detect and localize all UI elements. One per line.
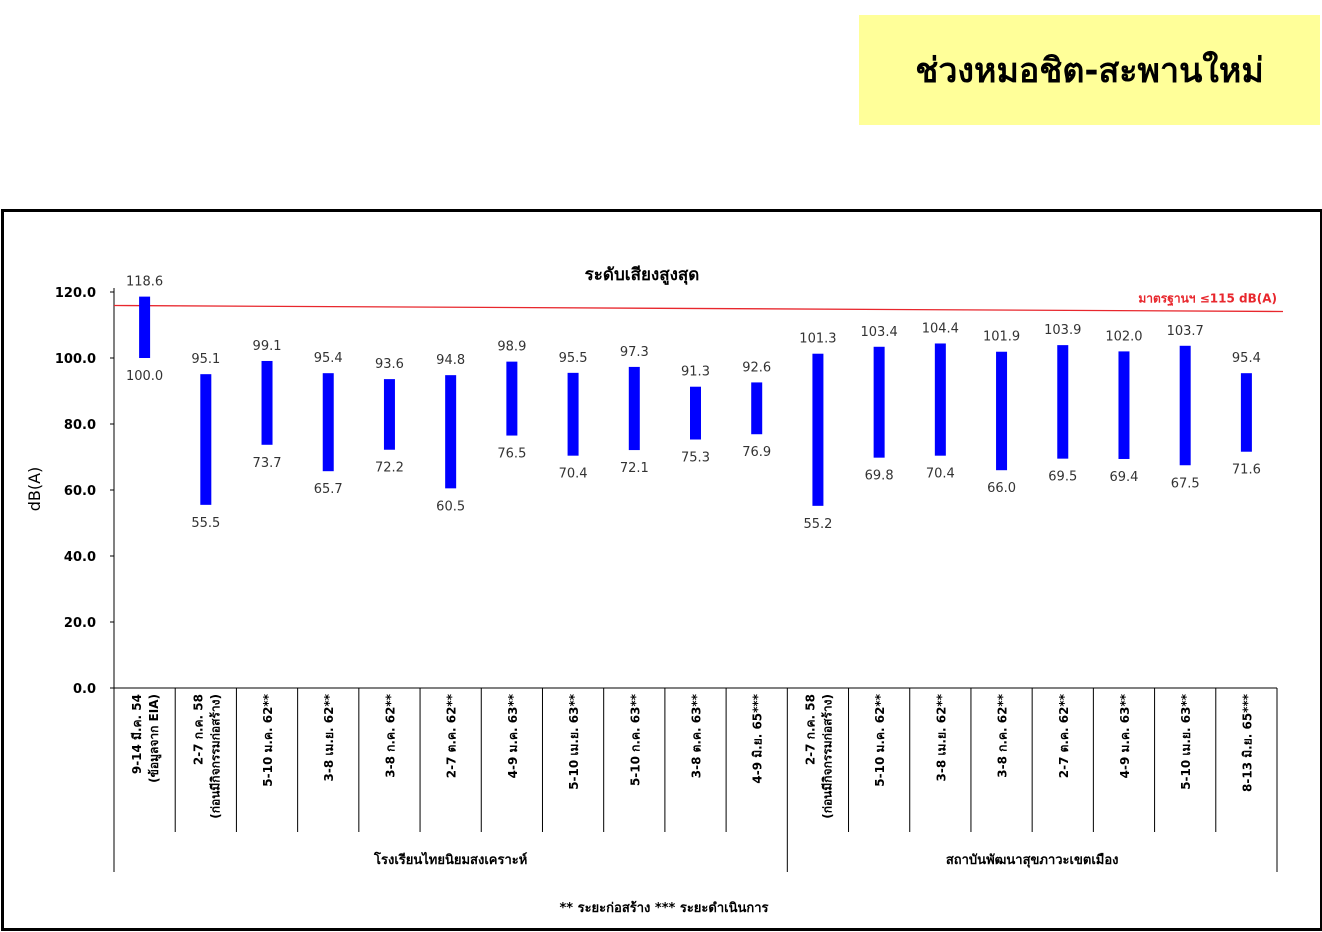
range-bar — [506, 361, 518, 436]
footnote: ** ระยะก่อสร้าง *** ระยะดำเนินการ — [559, 900, 768, 916]
x-category-label: 3-8 เม.ย. 62** — [322, 693, 336, 781]
range-bar — [1057, 345, 1069, 459]
range-bar — [690, 386, 701, 440]
min-value-label: 73.7 — [253, 456, 282, 471]
y-tick-label: 100.0 — [55, 352, 96, 367]
range-bar — [1118, 351, 1130, 459]
range-bar — [873, 346, 885, 458]
x-category-label: 5-10 ม.ค. 62** — [873, 693, 887, 786]
max-value-label: 101.3 — [799, 332, 836, 347]
min-value-label: 69.5 — [1048, 470, 1077, 485]
page-title: ช่วงหมอชิต-สะพานใหม่ — [915, 51, 1264, 91]
x-category-label: 4-9 ม.ค. 63** — [1118, 693, 1132, 778]
range-bar — [261, 360, 273, 445]
max-value-label: 93.6 — [375, 357, 404, 372]
min-value-label: 69.8 — [865, 469, 894, 484]
range-bar — [322, 373, 334, 472]
range-bar — [445, 375, 457, 489]
min-value-label: 72.2 — [375, 461, 404, 476]
min-value-label: 67.5 — [1171, 476, 1200, 491]
x-category-label: 3-8 ก.ค. 62** — [383, 693, 397, 777]
noise-chart: ระดับเสียงสูงสุด dB(A) ** ระยะก่อสร้าง *… — [25, 264, 1284, 916]
range-bar — [996, 351, 1008, 471]
x-category-label: 4-9 มิ.ย. 65*** — [751, 693, 765, 783]
range-bar — [628, 366, 640, 451]
y-tick-label: 20.0 — [64, 616, 96, 631]
max-value-label: 103.4 — [861, 325, 898, 340]
x-category-label: 3-8 เม.ย. 62** — [934, 693, 948, 781]
max-value-label: 118.6 — [126, 275, 163, 290]
range-bar — [200, 374, 212, 505]
y-axis-label: dB(A) — [25, 467, 44, 512]
min-value-label: 55.2 — [803, 517, 832, 532]
max-value-label: 94.8 — [436, 353, 465, 368]
chart-frame: ระดับเสียงสูงสุด dB(A) ** ระยะก่อสร้าง *… — [1, 209, 1322, 931]
standard-label: มาตรฐานฯ ≤115 dB(A) — [1138, 292, 1277, 307]
min-value-label: 65.7 — [314, 482, 343, 497]
x-category-label: (ก่อนมีกิจกรรมก่อสร้าง) — [208, 694, 222, 819]
y-tick-label: 60.0 — [64, 484, 96, 499]
page-title-box: ช่วงหมอชิต-สะพานใหม่ — [859, 15, 1320, 125]
y-tick-label: 0.0 — [73, 682, 96, 697]
max-value-label: 103.7 — [1167, 324, 1204, 339]
min-value-label: 76.5 — [497, 447, 526, 462]
range-bar — [1240, 373, 1252, 452]
range-bar — [1179, 345, 1191, 466]
group-label: โรงเรียนไทยนิยมสงเคราะห์ — [373, 851, 527, 868]
max-value-label: 95.4 — [314, 351, 343, 366]
max-value-label: 99.1 — [253, 339, 282, 354]
y-tick-label: 120.0 — [55, 286, 96, 301]
x-category-label: 5-10 ม.ค. 62** — [261, 693, 275, 786]
x-category-label: 3-8 ต.ค. 63** — [690, 693, 704, 778]
x-category-label: 2-7 ก.ค. 58 — [803, 694, 817, 765]
x-category-label: 2-7 ต.ค. 62** — [1057, 693, 1071, 778]
x-category-label: 2-7 ต.ค. 62** — [445, 693, 459, 778]
min-value-label: 69.4 — [1109, 470, 1138, 485]
standard-line — [113, 304, 1284, 313]
x-category-label: (ข้อมูลจาก EIA) — [147, 694, 162, 783]
x-category-label: 3-8 ก.ค. 62** — [996, 693, 1010, 777]
max-value-label: 98.9 — [497, 340, 526, 355]
x-category-label: 4-9 ม.ค. 63** — [506, 693, 520, 778]
max-value-label: 95.5 — [559, 351, 588, 366]
min-value-label: 70.4 — [559, 467, 588, 482]
x-category-label: 5-10 ก.ค. 63** — [628, 693, 642, 786]
max-value-label: 101.9 — [983, 330, 1020, 345]
max-value-label: 91.3 — [681, 365, 710, 380]
x-category-label: 9-14 มี.ค. 54 — [130, 694, 144, 774]
min-value-label: 72.1 — [620, 461, 649, 476]
min-value-label: 76.9 — [742, 445, 771, 460]
min-value-label: 75.3 — [681, 451, 710, 466]
range-bar — [567, 372, 579, 456]
min-value-label: 71.6 — [1232, 463, 1261, 478]
group-label: สถาบันพัฒนาสุขภาวะเขตเมือง — [946, 852, 1119, 868]
x-category-label: 5-10 เม.ย. 63** — [567, 693, 581, 790]
range-bar — [934, 343, 946, 456]
range-bar — [383, 379, 395, 450]
min-value-label: 100.0 — [126, 369, 163, 384]
max-value-label: 92.6 — [742, 360, 771, 375]
x-category-label: 2-7 ก.ค. 58 — [191, 694, 205, 765]
y-tick-label: 40.0 — [64, 550, 96, 565]
min-value-label: 60.5 — [436, 499, 465, 514]
max-value-label: 97.3 — [620, 345, 649, 360]
range-bar — [139, 296, 151, 358]
max-value-label: 95.1 — [191, 352, 220, 367]
max-value-label: 104.4 — [922, 321, 959, 336]
chart-title: ระดับเสียงสูงสุด — [585, 264, 700, 286]
x-category-label: 8-13 มิ.ย. 65*** — [1240, 693, 1254, 792]
range-bar — [812, 353, 824, 506]
max-value-label: 102.0 — [1105, 329, 1142, 344]
min-value-label: 70.4 — [926, 467, 955, 482]
x-category-label: 5-10 เม.ย. 63** — [1179, 693, 1193, 790]
y-tick-label: 80.0 — [64, 418, 96, 433]
min-value-label: 66.0 — [987, 481, 1016, 496]
max-value-label: 95.4 — [1232, 351, 1261, 366]
range-bar — [751, 382, 763, 435]
x-category-label: (ก่อนมีกิจกรรมก่อสร้าง) — [820, 694, 834, 819]
max-value-label: 103.9 — [1044, 323, 1081, 338]
min-value-label: 55.5 — [191, 516, 220, 531]
